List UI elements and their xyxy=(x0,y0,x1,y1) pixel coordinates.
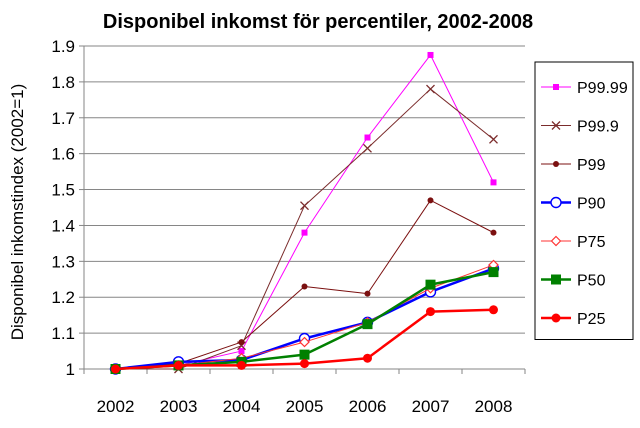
data-point xyxy=(363,143,372,153)
data-point xyxy=(488,267,499,278)
data-point xyxy=(301,283,308,290)
gridlines xyxy=(84,45,525,334)
x-tick-label: 2007 xyxy=(412,397,450,416)
data-point xyxy=(489,134,498,144)
data-point xyxy=(551,274,561,285)
legend-label: P99.9 xyxy=(577,119,619,136)
data-point xyxy=(550,196,562,209)
data-point xyxy=(425,279,436,290)
chart-title: Disponibel inkomst för percentiler, 2002… xyxy=(103,11,533,33)
data-point xyxy=(427,51,434,58)
data-point xyxy=(489,305,498,315)
series-line xyxy=(115,88,494,370)
series-group xyxy=(109,51,500,375)
legend-item: P50 xyxy=(541,273,606,290)
y-tick-label: 1.3 xyxy=(51,252,75,271)
series-p99-9 xyxy=(111,84,498,374)
data-point xyxy=(300,201,309,211)
y-tick-label: 1 xyxy=(66,360,75,379)
legend-label: P25 xyxy=(577,311,606,328)
data-point xyxy=(174,360,183,370)
x-tick-label: 2002 xyxy=(97,397,135,416)
legend-item: P90 xyxy=(541,196,606,213)
data-point xyxy=(553,84,559,90)
data-point xyxy=(364,290,371,297)
legend-label: P90 xyxy=(577,196,606,213)
data-point xyxy=(238,339,245,346)
y-tick-label: 1.6 xyxy=(51,145,75,164)
data-point xyxy=(237,360,246,370)
legend-item: P25 xyxy=(541,311,606,328)
series-line xyxy=(115,54,494,370)
legend-item: P99.9 xyxy=(541,119,619,136)
data-point xyxy=(490,229,497,236)
data-point xyxy=(490,179,497,186)
y-tick-label: 1.4 xyxy=(51,216,75,235)
legend-item: P75 xyxy=(541,234,606,251)
legend-label: P99.99 xyxy=(577,80,628,97)
data-point xyxy=(427,197,434,204)
y-tick-label: 1.2 xyxy=(51,288,75,307)
x-tick-label: 2005 xyxy=(286,397,324,416)
legend: P99.99 P99.9 P99 P90 P75 P50 P25 xyxy=(534,61,634,340)
data-point xyxy=(364,134,371,141)
data-point xyxy=(426,84,435,94)
x-tick-label: 2004 xyxy=(223,397,261,416)
y-tick-label: 1.5 xyxy=(51,181,75,200)
series-p25 xyxy=(111,305,498,374)
data-point xyxy=(299,349,310,360)
data-point xyxy=(301,229,308,236)
data-point xyxy=(300,359,309,369)
series-p99-99 xyxy=(112,51,497,372)
data-point xyxy=(426,307,435,317)
data-point xyxy=(363,353,372,363)
data-point xyxy=(553,161,559,167)
x-tick-label: 2008 xyxy=(475,397,513,416)
axes: 1 1.1 1.2 1.3 1.4 1.5 1.6 1.7 1.8 1.9 2002 2003 2004… xyxy=(51,37,526,416)
series-p50 xyxy=(110,267,499,374)
data-point xyxy=(111,364,120,374)
data-point xyxy=(238,348,245,355)
legend-item: P99.99 xyxy=(541,80,628,97)
data-point xyxy=(551,121,561,130)
legend-item: P99 xyxy=(541,157,606,174)
y-tick-label: 1.9 xyxy=(51,37,75,56)
y-tick-label: 1.1 xyxy=(51,324,75,343)
legend-label: P99 xyxy=(577,157,606,174)
y-tick-label: 1.7 xyxy=(51,109,75,128)
y-axis-label: Disponibel inkomstindex (2002=1) xyxy=(8,84,27,341)
data-point xyxy=(551,313,561,323)
legend-label: P50 xyxy=(577,273,606,290)
data-point xyxy=(550,235,562,247)
legend-label: P75 xyxy=(577,234,606,251)
x-tick-label: 2006 xyxy=(349,397,387,416)
x-tick-label: 2003 xyxy=(160,397,198,416)
data-point xyxy=(362,319,373,330)
y-tick-label: 1.8 xyxy=(51,73,75,92)
data-point xyxy=(299,336,310,348)
